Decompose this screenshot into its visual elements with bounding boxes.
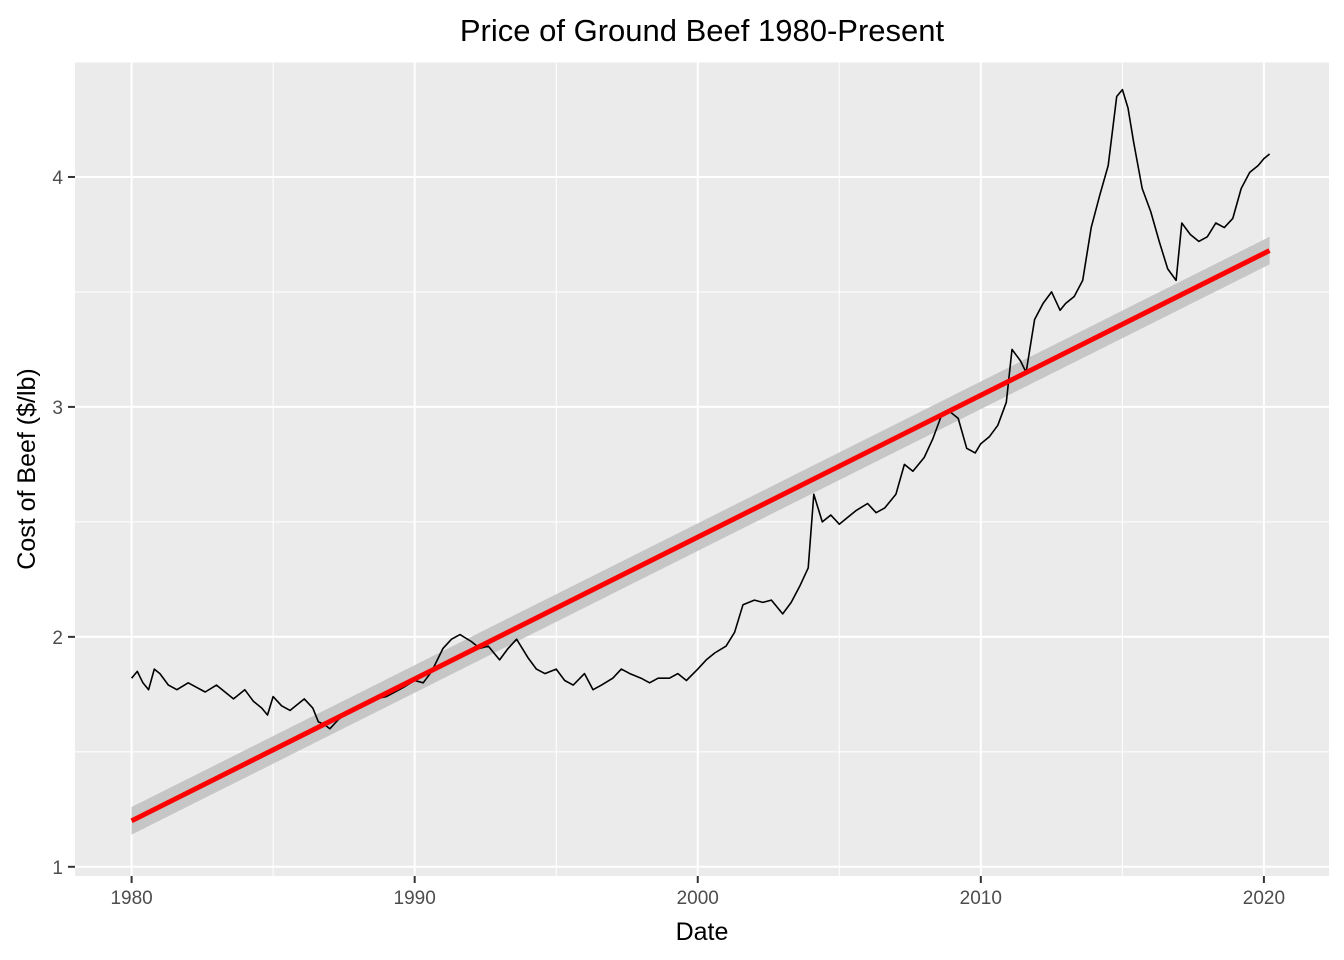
major-gridlines: [75, 62, 1329, 876]
x-tick-label: 1990: [394, 888, 436, 909]
chart-title: Price of Ground Beef 1980-Present: [460, 13, 945, 48]
price-line: [130, 88, 1271, 730]
y-axis: 1 2 3 4: [52, 168, 75, 879]
y-axis-title: Cost of Beef ($/lb): [13, 368, 41, 569]
trend-line: [130, 248, 1271, 824]
x-tick-label: 2020: [1243, 888, 1285, 909]
data-series: [130, 88, 1271, 730]
x-tick-label: 1980: [110, 888, 152, 909]
y-tick-label: 2: [52, 628, 63, 649]
x-tick-label: 2010: [960, 888, 1002, 909]
x-tick-label: 2000: [677, 888, 719, 909]
y-tick-label: 4: [52, 168, 63, 189]
x-axis: 1980 1990 2000 2010 2020: [110, 876, 1285, 909]
y-tick-label: 1: [52, 858, 63, 879]
x-axis-title: Date: [676, 918, 729, 946]
trend-layer: [130, 248, 1271, 824]
y-tick-label: 3: [52, 398, 63, 419]
